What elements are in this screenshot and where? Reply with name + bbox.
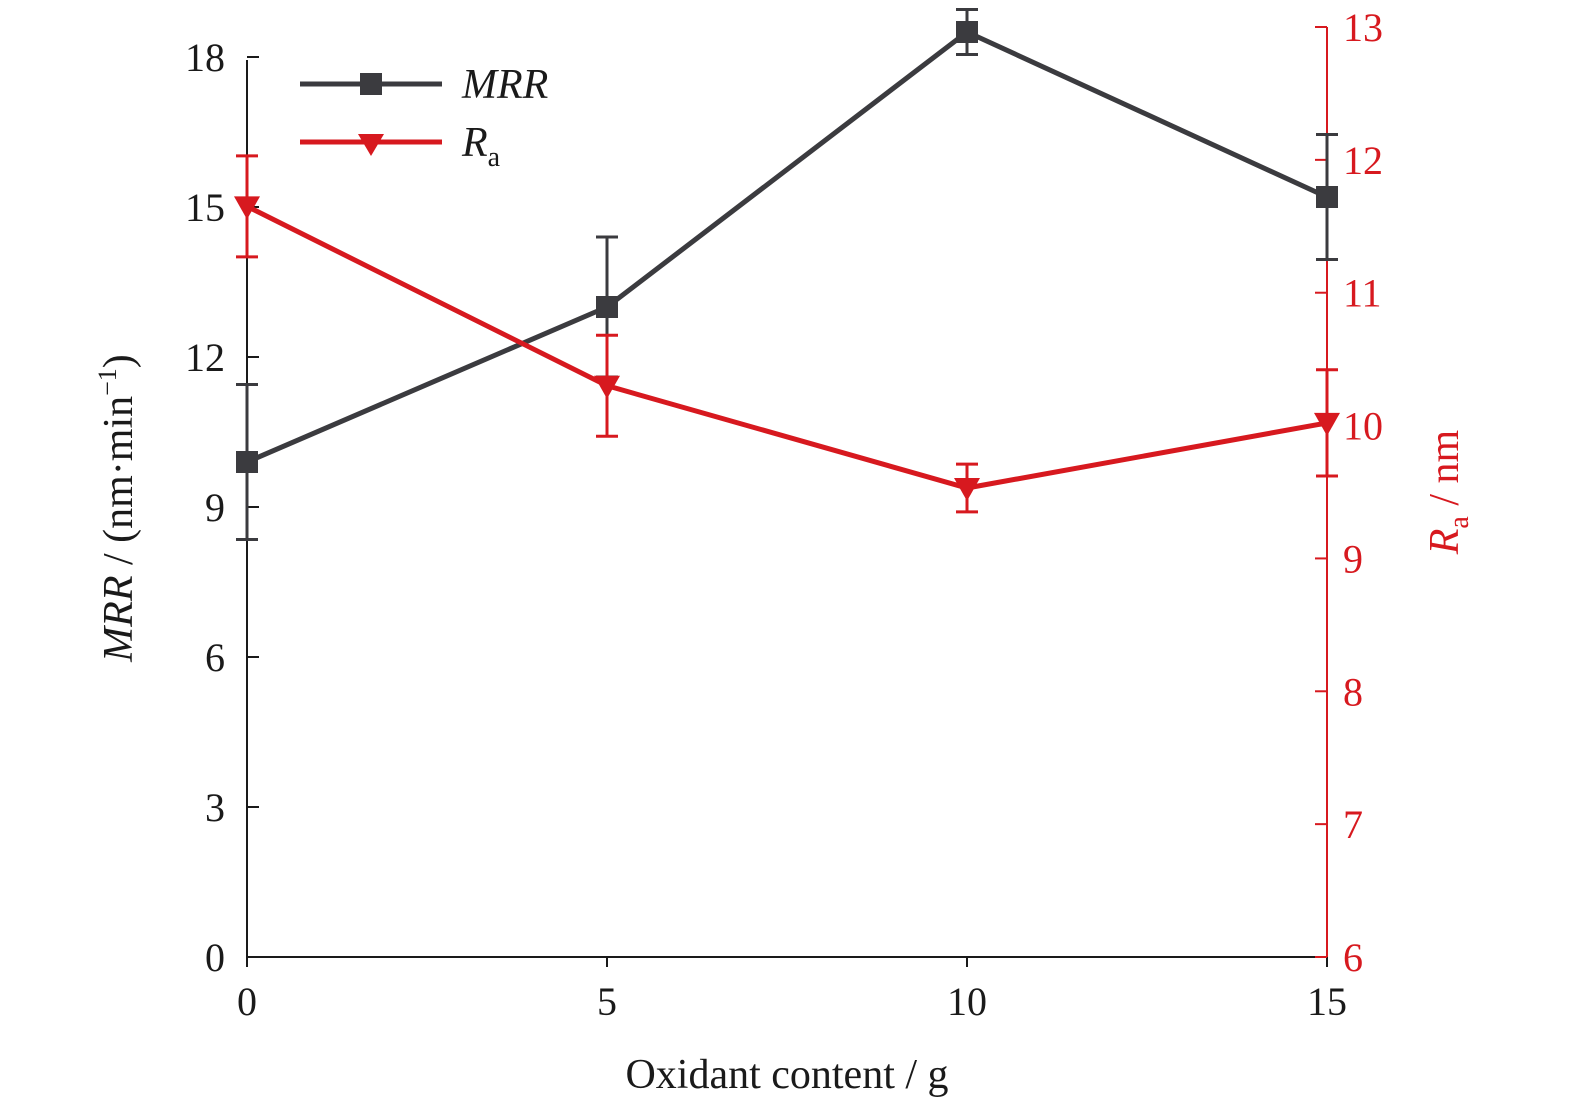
data-point-triangle — [234, 196, 260, 220]
y-right-axis-title: Ra / nm — [1422, 429, 1475, 555]
x-axis-title: Oxidant content / g — [625, 1052, 948, 1098]
y-left-tick-label: 12 — [185, 335, 225, 380]
series-line — [246, 29, 1329, 465]
x-tick-label: 5 — [597, 979, 617, 1024]
legend-label: MRR — [461, 62, 548, 108]
data-point-triangle — [594, 375, 620, 399]
legend-marker-square — [360, 73, 382, 95]
data-point-triangle — [954, 478, 980, 502]
y-left-tick-label: 18 — [185, 35, 225, 80]
y-left-tick-label: 0 — [205, 935, 225, 980]
series-1 — [234, 154, 1340, 514]
y-right-title-italic: R — [1422, 529, 1468, 556]
y-left-tick-label: 6 — [205, 635, 225, 680]
y-right-tick-label: 13 — [1343, 5, 1383, 50]
y-right-tick-label: 11 — [1343, 271, 1382, 316]
y-left-title-sup: −1 — [93, 368, 122, 396]
legend-label: Ra — [461, 120, 501, 173]
x-tick-label: 0 — [237, 979, 257, 1024]
data-point-square — [956, 21, 978, 43]
data-point-square — [596, 296, 618, 318]
series-line — [245, 204, 1328, 491]
y-left-title-rest: / (nm·min — [96, 396, 142, 576]
y-right-tick-label: 7 — [1343, 802, 1363, 847]
legend-item: MRR — [300, 62, 548, 108]
y-right-tick-label: 6 — [1343, 935, 1363, 980]
y-left-tick-label: 9 — [205, 485, 225, 530]
legend-label-main: MRR — [461, 62, 548, 108]
y-right-tick-label: 10 — [1343, 404, 1383, 449]
x-tick-label: 10 — [947, 979, 987, 1024]
y-right-title-rest: / nm — [1422, 429, 1468, 516]
y-right-tick-label: 9 — [1343, 536, 1363, 581]
legend-label-main: R — [461, 120, 488, 166]
data-point-square — [236, 451, 258, 473]
y-right-tick-label: 8 — [1343, 669, 1363, 714]
legend-marker-triangle — [358, 134, 384, 156]
x-tick-label: 15 — [1307, 979, 1347, 1024]
series-0 — [236, 8, 1338, 541]
y-right-tick-label: 12 — [1343, 138, 1383, 183]
legend: MRR Ra — [300, 62, 548, 173]
data-point-square — [1316, 186, 1338, 208]
ticks: 0 5 10 15 0 3 6 9 12 15 18 6 7 8 9 10 11 12 13 — [185, 5, 1383, 1024]
y-left-title-italic: MRR — [96, 576, 142, 663]
data-point-triangle — [1314, 412, 1340, 436]
y-left-title-close: ) — [96, 354, 142, 368]
series-layer — [234, 8, 1340, 541]
y-left-tick-label: 3 — [205, 785, 225, 830]
legend-label-sub: a — [488, 142, 501, 173]
legend-item: Ra — [300, 120, 501, 173]
y-right-title-sub: a — [1444, 516, 1475, 529]
y-left-axis-title: MRR / (nm·min−1) — [93, 354, 142, 663]
y-left-tick-label: 15 — [185, 185, 225, 230]
